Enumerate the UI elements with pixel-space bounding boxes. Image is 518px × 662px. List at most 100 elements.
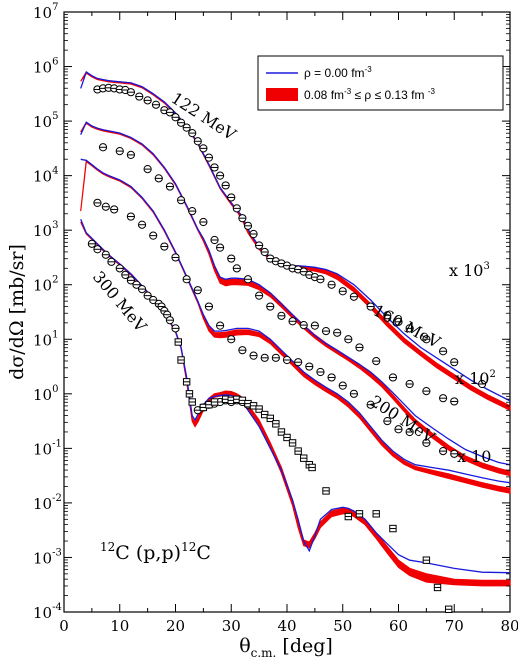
data-point-square-s3-26 [344, 512, 353, 521]
x-tick-label: 10 [110, 617, 129, 635]
data-point-square-s3-15 [261, 410, 269, 419]
data-point-circle-s0-18 [204, 153, 214, 162]
x-tick-label: 0 [59, 617, 69, 635]
data-point-circle-s2-24 [366, 400, 375, 409]
data-point-circle-s0-45 [405, 324, 414, 333]
data-point-square-s3-17 [272, 420, 280, 428]
legend-label-red: 0.08 fm-3 ≤ ρ ≤ 0.13 fm -3 [304, 87, 436, 102]
reaction-label: 12C (p,p)12C [100, 540, 211, 564]
data-point-square-s3-18 [277, 428, 286, 436]
data-point-circle-s1-14 [255, 291, 264, 300]
data-point-circle-s2-20 [316, 367, 325, 377]
data-point-circle-s1-19 [310, 321, 319, 330]
data-point-circle-s0-43 [383, 311, 392, 320]
data-point-circle-s0-28 [260, 247, 269, 257]
data-point-circle-s3-15 [165, 316, 175, 325]
data-point-circle-s1-28 [439, 394, 448, 403]
data-point-square-s3-30 [422, 556, 431, 564]
y-tick-label: 102 [33, 275, 58, 295]
data-point-circle-s1-22 [344, 335, 353, 344]
y-tick-label: 10-4 [33, 602, 62, 622]
data-point-circle-s1-20 [321, 326, 331, 336]
x-tick-label: 50 [333, 617, 352, 635]
data-point-square-s3-20 [288, 439, 297, 447]
experimental-data [87, 83, 487, 613]
data-point-circle-s0-11 [165, 108, 175, 117]
data-point-circle-s0-9 [151, 100, 161, 109]
data-point-circle-s3-4 [115, 264, 124, 273]
data-point-circle-s0-12 [171, 113, 180, 122]
y-tick-label: 100 [33, 384, 58, 404]
data-point-square-s3-1 [177, 356, 185, 364]
legend-label-blue: ρ = 0.00 fm-3 [304, 65, 372, 80]
data-point-circle-s1-26 [405, 379, 414, 389]
y-tick-label: 103 [33, 220, 58, 240]
data-point-circle-s1-13 [243, 275, 253, 284]
data-point-circle-s2-7 [171, 253, 180, 262]
data-point-square-s3-4 [188, 398, 196, 406]
data-point-circle-s0-44 [394, 317, 403, 326]
data-point-circle-s1-4 [154, 174, 163, 183]
legend-swatch-red [266, 88, 298, 101]
data-point-circle-s1-7 [188, 206, 197, 216]
data-point-circle-s0-13 [176, 118, 186, 127]
data-point-circle-s2-6 [160, 242, 169, 251]
data-point-circle-s0-26 [249, 229, 258, 239]
data-point-square-s3-3 [185, 390, 194, 398]
data-point-circle-s3-6 [126, 276, 135, 285]
legend-box [257, 55, 504, 111]
data-point-square-s3-25 [322, 487, 330, 495]
data-point-circle-s1-8 [199, 217, 208, 227]
scale-label-100: x 102 [455, 369, 496, 388]
data-point-square-s3-32 [444, 605, 453, 613]
data-point-circle-s0-17 [199, 144, 208, 153]
data-point-circle-s0-25 [243, 221, 253, 230]
data-point-circle-s1-0 [98, 143, 108, 152]
data-point-circle-s2-4 [137, 220, 147, 229]
red-band-series-1 [80, 121, 511, 477]
data-point-circle-s2-14 [249, 351, 258, 360]
data-point-circle-s0-38 [316, 275, 325, 284]
data-point-square-s3-0 [174, 338, 182, 346]
data-point-circle-s0-27 [255, 241, 264, 250]
data-point-circle-s2-18 [294, 358, 303, 367]
data-point-circle-s0-7 [135, 92, 144, 101]
data-point-circle-s0-8 [143, 96, 152, 105]
data-point-circle-s3-9 [143, 291, 152, 300]
scale-label-1000: x 103 [449, 261, 490, 280]
data-point-circle-s0-14 [182, 123, 191, 132]
data-point-circle-s0-42 [366, 302, 375, 311]
data-point-square-s3-24 [308, 463, 316, 472]
data-point-circle-s2-13 [238, 346, 247, 355]
data-point-circle-s1-6 [176, 196, 186, 205]
x-tick-label: 40 [277, 617, 296, 635]
data-point-square-s3-19 [283, 433, 291, 442]
data-point-circle-s3-8 [137, 284, 147, 294]
theory-curves [80, 70, 511, 587]
data-point-circle-s2-1 [101, 202, 110, 211]
data-point-circle-s3-0 [87, 239, 96, 248]
red-band-series-3 [80, 221, 511, 587]
data-point-circle-s0-23 [232, 204, 241, 213]
data-point-circle-s1-18 [299, 320, 308, 330]
data-point-circle-s1-16 [277, 311, 286, 320]
data-point-circle-s0-6 [126, 88, 135, 97]
blue-curve-series-2 [80, 158, 511, 484]
data-point-circle-s0-41 [349, 292, 358, 301]
data-point-circle-s0-46 [422, 335, 431, 344]
data-point-circle-s2-12 [227, 335, 236, 344]
y-tick-label: 104 [33, 166, 58, 186]
data-point-circle-s2-28 [422, 438, 431, 448]
data-point-circle-s1-17 [288, 317, 297, 326]
data-point-circle-s2-22 [338, 381, 347, 390]
data-point-circle-s3-5 [121, 270, 130, 280]
data-point-circle-s0-20 [216, 171, 225, 180]
data-point-circle-s1-25 [388, 373, 398, 382]
blue-curve-series-0 [80, 70, 511, 402]
data-point-circle-s1-29 [450, 397, 459, 406]
data-point-circle-s2-3 [126, 212, 135, 221]
data-point-square-s3-14 [255, 405, 263, 413]
data-point-square-s3-16 [266, 414, 274, 423]
data-point-circle-s2-2 [110, 205, 119, 214]
y-tick-label: 107 [33, 2, 58, 22]
